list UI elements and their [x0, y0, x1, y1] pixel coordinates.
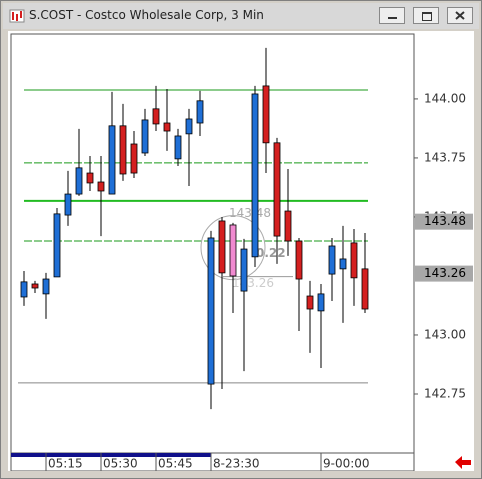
candle-body	[86, 172, 94, 184]
candle-body	[339, 258, 347, 270]
price-marker-label: 143.26	[424, 266, 466, 280]
window-title: S.COST - Costco Wholesale Corp, 3 Min	[29, 8, 264, 22]
candle-body	[273, 142, 281, 237]
app-icon	[9, 9, 25, 23]
x-tick-label: 8-23:30	[213, 457, 260, 471]
x-tick-label: 9-00:00	[323, 457, 370, 471]
measure-top-label: 143.48	[229, 206, 271, 220]
candle-body	[229, 224, 237, 277]
candle-body	[64, 193, 72, 216]
candle-body	[185, 118, 193, 135]
y-tick-label: 142.75	[424, 386, 466, 400]
candle-body	[141, 119, 149, 154]
x-tick-label: 05:15	[48, 457, 83, 471]
candle-body	[119, 125, 127, 175]
measure-bottom-label: 143.26	[232, 276, 274, 290]
candle-body	[361, 268, 369, 310]
y-tick-label: 144.00	[424, 91, 466, 105]
candle-body	[306, 295, 314, 310]
chart: 144.00143.75143.50143.00142.75143.48143.…	[8, 31, 474, 471]
candle-body	[317, 293, 325, 312]
minimize-button[interactable]	[379, 7, 405, 24]
y-tick-label: 143.75	[424, 150, 466, 164]
candle-body	[295, 240, 303, 280]
candle-body	[218, 220, 226, 274]
candle-body	[284, 210, 292, 242]
candle-body	[97, 181, 105, 192]
scroll-track	[10, 452, 415, 471]
candle-body	[130, 143, 138, 174]
candle-body	[262, 85, 270, 144]
maximize-button[interactable]	[413, 7, 439, 24]
candle-body	[174, 135, 182, 160]
candle-body	[207, 237, 215, 385]
candle-body	[328, 245, 336, 275]
y-tick-label: 143.00	[424, 327, 466, 341]
price-marker-label: 143.48	[424, 214, 466, 228]
close-button[interactable]	[447, 7, 473, 24]
candle-body	[42, 278, 50, 295]
scroll-thumb	[11, 453, 211, 457]
candle-body	[152, 108, 160, 125]
measure-diff-label: 0.22	[256, 246, 286, 260]
candle-body	[240, 248, 248, 292]
x-tick-label: 05:30	[103, 457, 138, 471]
candle-body	[75, 167, 83, 195]
candle-body	[163, 122, 171, 132]
scroll-arrow[interactable]	[455, 456, 471, 469]
candle-body	[251, 93, 259, 258]
price-marker	[415, 265, 473, 282]
candle-body	[350, 242, 358, 279]
candle-body	[53, 213, 61, 278]
candle-body	[31, 283, 39, 289]
candle-body	[108, 125, 116, 195]
candle-body	[196, 100, 204, 124]
title-bar: S.COST - Costco Wholesale Corp, 3 Min	[3, 3, 479, 29]
candle-body	[20, 281, 28, 298]
x-tick-label: 05:45	[158, 457, 193, 471]
price-marker	[415, 213, 473, 230]
